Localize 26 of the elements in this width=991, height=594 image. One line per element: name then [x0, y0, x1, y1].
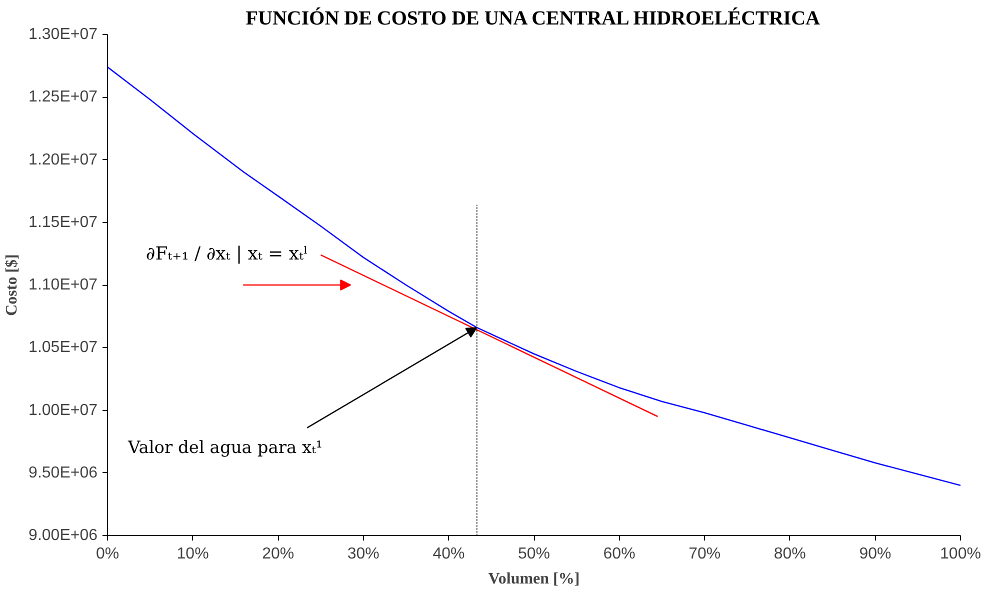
x-tick-label: 30%	[347, 546, 380, 562]
y-tick-label: 1.30E+07	[28, 26, 98, 43]
y-tick-label: 1.15E+07	[28, 214, 98, 231]
y-axis-title: Costo [$]	[4, 254, 21, 316]
x-tick-label: 40%	[432, 546, 465, 562]
x-tick-label: 20%	[262, 546, 294, 562]
x-tick-label: 60%	[603, 546, 636, 562]
x-tick-label: 0%	[96, 546, 120, 562]
y-tick-label: 1.05E+07	[28, 339, 98, 356]
y-tick-label: 1.20E+07	[28, 151, 98, 168]
x-tick-label: 80%	[774, 546, 806, 562]
x-tick-label: 90%	[859, 546, 892, 562]
x-tick-label: 70%	[688, 546, 721, 562]
y-tick-label: 1.10E+07	[28, 276, 98, 294]
x-axis-title: Volumen [%]	[488, 570, 580, 588]
annotation: Valor del agua para xₜ¹	[126, 438, 323, 458]
x-tick-label: 100%	[940, 546, 981, 562]
y-tick-label: 1.00E+07	[28, 402, 98, 419]
y-tick-label: 9.00E+06	[28, 527, 98, 544]
line-series	[108, 66, 960, 486]
x-tick-label: 10%	[176, 546, 209, 562]
y-tick-label: 1.25E+07	[28, 88, 98, 106]
y-tick-label: 9.50E+06	[28, 464, 98, 482]
chart-title: FUNCIÓN DE COSTO DE UNA CENTRAL HIDROELÉCTRICA	[246, 6, 821, 30]
x-tick-label: 50%	[518, 546, 550, 562]
annotation: ∂Fₜ₊₁ / ∂xₜ | xₜ = xₜˡ	[146, 244, 308, 265]
